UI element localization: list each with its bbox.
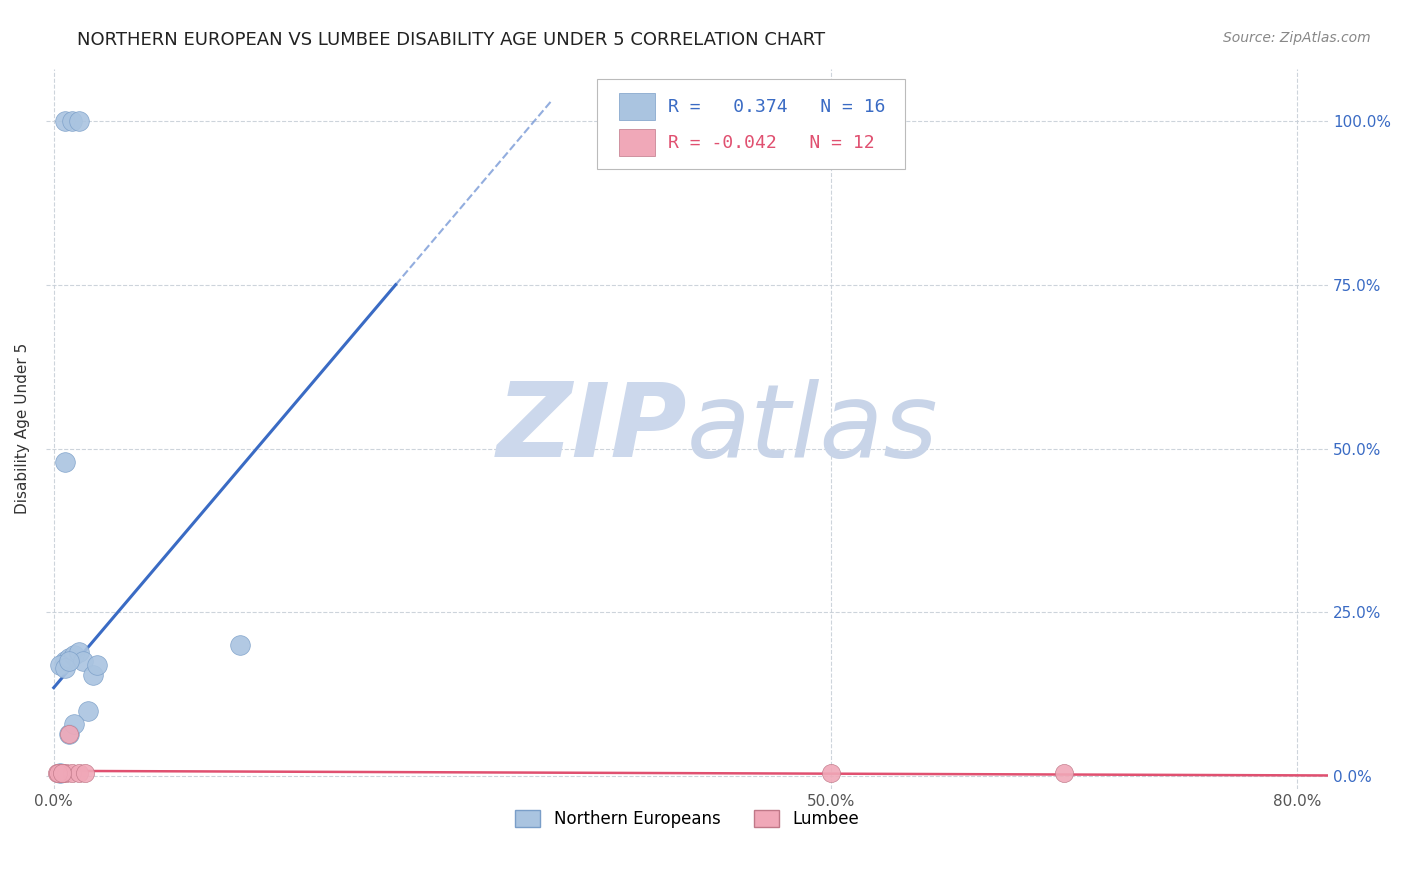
Point <box>53 455 76 469</box>
Text: R = -0.042   N = 12: R = -0.042 N = 12 <box>668 134 875 152</box>
Point <box>820 765 842 780</box>
Point <box>49 657 72 672</box>
Point <box>49 765 72 780</box>
Bar <box>619 129 655 156</box>
Point <box>67 645 90 659</box>
Point <box>53 661 76 675</box>
Text: ZIP: ZIP <box>496 378 688 479</box>
Point <box>58 726 80 740</box>
Point <box>58 726 80 740</box>
Point <box>45 765 67 780</box>
Bar <box>619 93 655 120</box>
Text: Source: ZipAtlas.com: Source: ZipAtlas.com <box>1223 31 1371 45</box>
Point <box>51 765 73 780</box>
Point <box>53 114 76 128</box>
Point <box>49 765 72 780</box>
Point <box>52 765 75 780</box>
Text: NORTHERN EUROPEAN VS LUMBEE DISABILITY AGE UNDER 5 CORRELATION CHART: NORTHERN EUROPEAN VS LUMBEE DISABILITY A… <box>77 31 825 49</box>
Point <box>60 114 83 128</box>
Point <box>67 114 90 128</box>
Point <box>60 765 83 780</box>
Point <box>63 648 86 662</box>
Point <box>58 655 80 669</box>
Point <box>63 716 86 731</box>
FancyBboxPatch shape <box>598 79 905 169</box>
Point <box>53 655 76 669</box>
Point <box>55 765 77 780</box>
Text: atlas: atlas <box>688 379 939 479</box>
Point <box>48 765 70 780</box>
Point <box>82 667 104 681</box>
Point <box>67 765 90 780</box>
Point <box>72 655 94 669</box>
Point <box>58 651 80 665</box>
Point <box>86 657 108 672</box>
Legend: Northern Europeans, Lumbee: Northern Europeans, Lumbee <box>509 804 866 835</box>
Point <box>73 765 96 780</box>
Text: R =   0.374   N = 16: R = 0.374 N = 16 <box>668 98 886 116</box>
Point <box>1053 765 1076 780</box>
Point <box>229 638 252 652</box>
Y-axis label: Disability Age Under 5: Disability Age Under 5 <box>15 343 30 515</box>
Point <box>77 704 100 718</box>
